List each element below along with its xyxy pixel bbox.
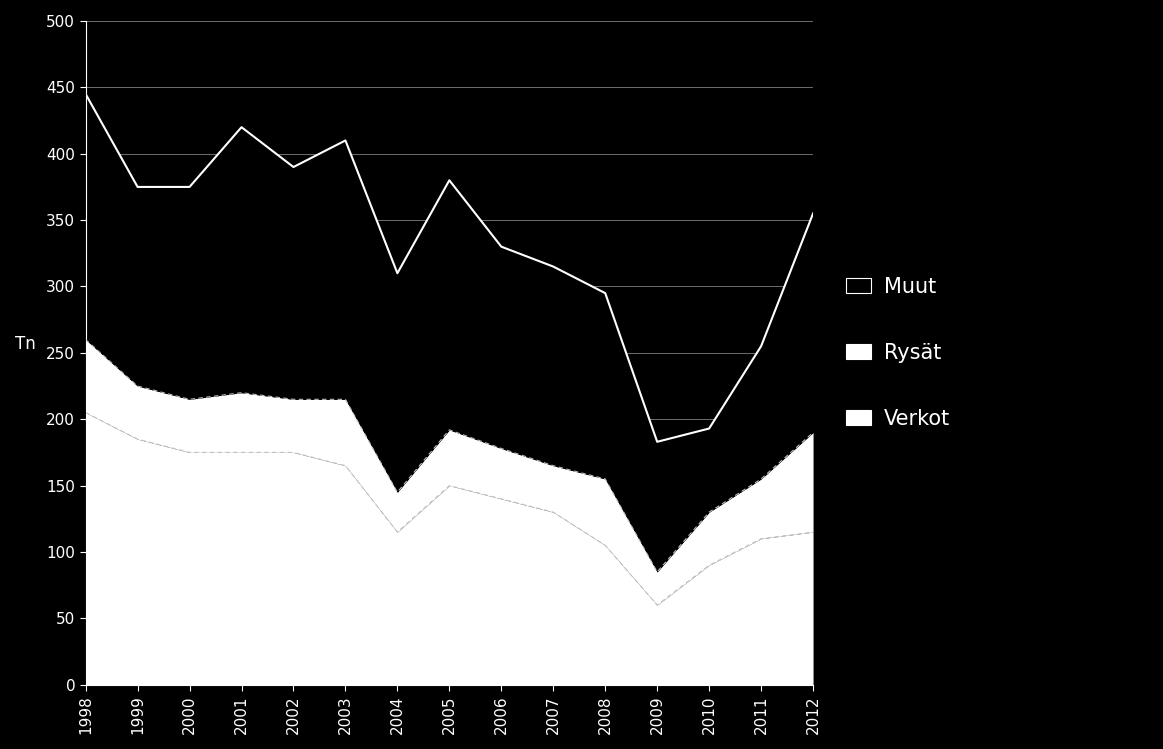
Y-axis label: Tn: Tn [15, 335, 36, 353]
Legend: Muut, Rysät, Verkot: Muut, Rysät, Verkot [839, 269, 958, 437]
